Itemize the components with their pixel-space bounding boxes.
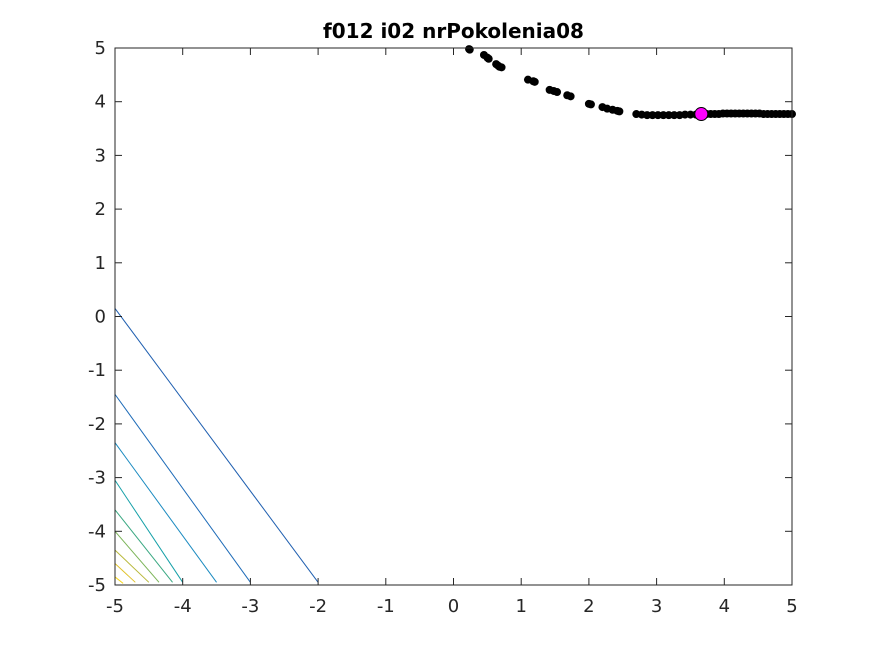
- best-point: [694, 107, 709, 122]
- scatter-points: [465, 45, 796, 122]
- y-tick-label: 4: [95, 92, 106, 113]
- y-tick-label: 0: [95, 307, 106, 328]
- contour-line-7: [114, 549, 150, 583]
- data-point: [615, 107, 624, 116]
- x-tick-label: -1: [377, 596, 395, 617]
- y-tick-label: -2: [88, 414, 106, 435]
- y-tick-label: 2: [95, 199, 106, 220]
- contour-line-3: [114, 442, 217, 583]
- contour-lines: [114, 308, 319, 584]
- y-tick-label: 3: [95, 145, 106, 166]
- data-point: [465, 45, 474, 54]
- axes-box: [114, 47, 793, 586]
- x-tick-label: 1: [515, 596, 526, 617]
- contour-line-9: [114, 576, 124, 584]
- data-point: [566, 92, 575, 101]
- x-tick-label: 5: [786, 596, 797, 617]
- y-tick-label: 5: [95, 38, 106, 59]
- contour-line-5: [114, 509, 173, 583]
- x-tick-label: -5: [106, 596, 124, 617]
- x-tick-label: -4: [174, 596, 192, 617]
- x-tick-label: 4: [719, 596, 730, 617]
- contour-line-6: [114, 530, 160, 583]
- data-point: [484, 54, 493, 63]
- contour-line-4: [114, 480, 184, 583]
- data-point: [497, 63, 506, 72]
- x-tick-label: -2: [309, 596, 327, 617]
- x-tick-label: 2: [583, 596, 594, 617]
- x-axis: -5 -4 -3 -2 -1 0 1 2 3 4 5: [106, 48, 798, 617]
- contour-line-2: [114, 394, 251, 583]
- contour-line-8: [114, 563, 136, 583]
- y-axis: 5 4 3 2 1 0 -1 -2 -3 -4 -5: [88, 38, 792, 596]
- data-point: [530, 77, 539, 86]
- x-tick-label: -3: [241, 596, 259, 617]
- data-point: [586, 100, 595, 109]
- y-tick-label: -3: [88, 468, 106, 489]
- data-point: [553, 88, 562, 97]
- y-tick-label: -1: [88, 360, 106, 381]
- y-tick-label: -5: [88, 575, 106, 596]
- chart-title: f012 i02 nrPokolenia08: [323, 19, 584, 43]
- contour-line-1: [114, 308, 319, 583]
- x-tick-label: 0: [448, 596, 459, 617]
- y-tick-label: -4: [88, 521, 106, 542]
- y-tick-label: 1: [95, 253, 106, 274]
- x-tick-label: 3: [651, 596, 662, 617]
